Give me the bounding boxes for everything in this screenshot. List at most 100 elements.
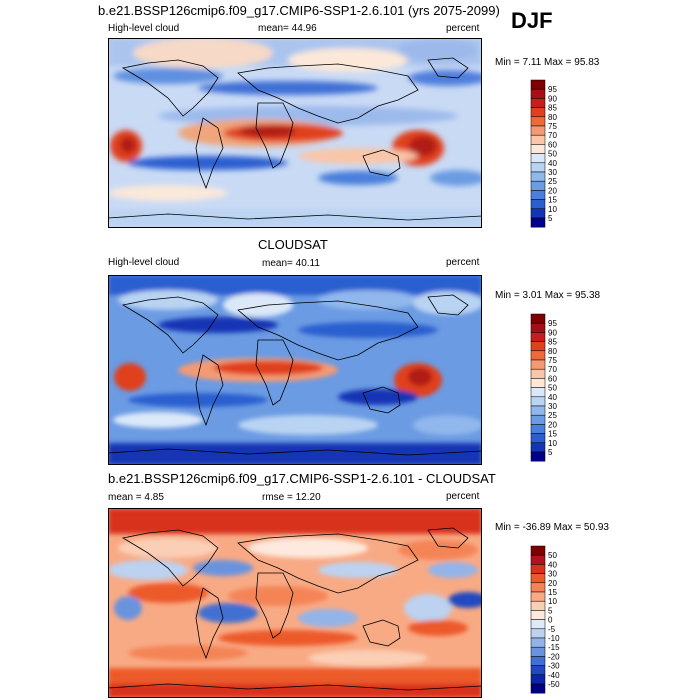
- colorbar-label: 20: [548, 186, 557, 195]
- colorbar-label: -15: [548, 643, 560, 652]
- colorbar-label: 5: [548, 448, 553, 457]
- colorbar-swatch: [530, 98, 546, 108]
- colorbar-label: 70: [548, 131, 557, 140]
- colorbar-swatch: [530, 341, 546, 352]
- colorbar-swatch: [530, 414, 546, 425]
- colorbar-swatch: [530, 554, 546, 565]
- colorbar-label: 30: [548, 402, 557, 411]
- colorbar-label: -50: [548, 680, 560, 689]
- colorbar-swatch: [530, 171, 546, 182]
- colorbar-swatch: [530, 619, 546, 630]
- colorbar-swatch: [530, 610, 546, 620]
- colorbar-swatch: [530, 396, 546, 407]
- colorbar-swatch: [530, 545, 546, 556]
- panel1-mean-label: mean= 44.96: [258, 23, 317, 34]
- colorbar-swatch: [530, 600, 546, 611]
- colorbar-label: 90: [548, 94, 557, 103]
- colorbar-swatch: [530, 433, 546, 444]
- colorbar-label: 15: [548, 430, 557, 439]
- colorbar-label: 95: [548, 319, 557, 328]
- colorbar-label: 95: [548, 85, 557, 94]
- colorbar-label: -20: [548, 652, 560, 661]
- colorbar-label: 20: [548, 579, 557, 588]
- panel3-units-label: percent: [446, 491, 480, 502]
- colorbar-swatch: [530, 153, 546, 164]
- colorbar-label: 90: [548, 328, 557, 337]
- colorbar-label: 70: [548, 365, 557, 374]
- panel1-left-label: High-level cloud: [108, 23, 180, 34]
- colorbar-swatch: [530, 665, 546, 676]
- colorbar-swatch: [530, 387, 546, 398]
- colorbar-label: 75: [548, 122, 557, 131]
- colorbar-label: 40: [548, 159, 557, 168]
- colorbar-swatch: [530, 313, 546, 324]
- colorbar-label: 15: [548, 588, 557, 597]
- panel3-rmse-label: rmse = 12.20: [262, 492, 321, 503]
- colorbar-label: 10: [548, 439, 557, 448]
- colorbar-label: 20: [548, 420, 557, 429]
- panel3-minmax: Min = -36.89 Max = 50.93: [495, 522, 609, 533]
- panel1-title: b.e21.BSSP126cmip6.f09_g17.CMIP6-SSP1-2.…: [98, 3, 500, 18]
- colorbar-label: 10: [548, 205, 557, 214]
- colorbar-label: 80: [548, 113, 557, 122]
- colorbar-swatch: [530, 332, 546, 342]
- colorbar-swatch: [530, 134, 546, 145]
- colorbar-label: 25: [548, 411, 557, 420]
- colorbar-swatch: [530, 208, 546, 219]
- colorbar-label: 40: [548, 560, 557, 569]
- colorbar-label: 60: [548, 140, 557, 149]
- colorbar-swatch: [530, 628, 546, 639]
- colorbar-swatch: [530, 162, 546, 173]
- colorbar-label: 10: [548, 597, 557, 606]
- colorbar-label: 85: [548, 104, 557, 113]
- colorbar-swatch: [530, 405, 546, 416]
- colorbar-label: 50: [548, 384, 557, 393]
- colorbar-swatch: [530, 88, 546, 99]
- colorbar-swatch: [530, 637, 546, 648]
- colorbar-swatch: [530, 217, 546, 228]
- panel3-mean-label: mean = 4.85: [108, 492, 164, 503]
- colorbar-label: -10: [548, 634, 560, 643]
- colorbar-swatch: [530, 442, 546, 453]
- panel1-minmax: Min = 7.11 Max = 95.83: [495, 57, 600, 68]
- panel2-left-label: High-level cloud: [108, 257, 180, 268]
- colorbar-label: 25: [548, 177, 557, 186]
- colorbar-label: 50: [548, 150, 557, 159]
- colorbar-swatch: [530, 79, 546, 90]
- colorbar-swatch: [530, 368, 546, 379]
- colorbar-swatch: [530, 350, 546, 361]
- panel1-units-label: percent: [446, 23, 480, 34]
- panel2-minmax: Min = 3.01 Max = 95.38: [495, 290, 601, 301]
- colorbar-label: 50: [548, 551, 557, 560]
- colorbar-swatch: [530, 656, 546, 666]
- panel2-map: [108, 275, 482, 465]
- colorbar-swatch: [530, 451, 546, 462]
- colorbar-swatch: [530, 322, 546, 333]
- panel2-mean-label: mean= 40.11: [262, 258, 320, 269]
- panel3-map: [108, 508, 482, 698]
- colorbar-swatch: [530, 591, 546, 602]
- panel2-units-label: percent: [446, 257, 480, 268]
- colorbar-swatch: [530, 378, 546, 388]
- colorbar-swatch: [530, 564, 546, 574]
- colorbar-label: 75: [548, 356, 557, 365]
- colorbar-label: 40: [548, 393, 557, 402]
- colorbar-label: -5: [548, 625, 556, 634]
- colorbar-label: 0: [548, 616, 553, 625]
- colorbar-label: 85: [548, 338, 557, 347]
- colorbar-label: 60: [548, 374, 557, 383]
- colorbar-swatch: [530, 646, 546, 657]
- panel3-title: b.e21.BSSP126cmip6.f09_g17.CMIP6-SSP1-2.…: [108, 471, 496, 486]
- colorbar-swatch: [530, 582, 546, 593]
- panel2-title: CLOUDSAT: [258, 237, 328, 252]
- colorbar-swatch: [530, 683, 546, 694]
- colorbar-label: 80: [548, 347, 557, 356]
- colorbar-label: 5: [548, 214, 553, 223]
- colorbar-swatch: [530, 424, 546, 434]
- colorbar-swatch: [530, 190, 546, 200]
- colorbar-swatch: [530, 125, 546, 136]
- colorbar-swatch: [530, 116, 546, 127]
